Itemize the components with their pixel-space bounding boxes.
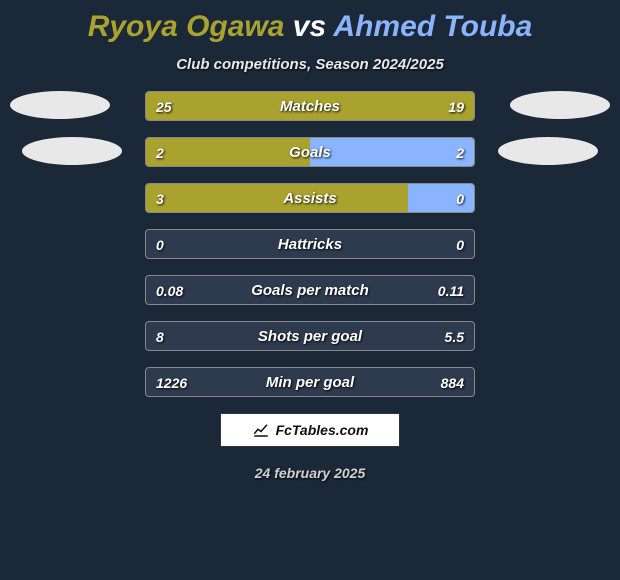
stat-row: 22Goals (145, 137, 475, 167)
stat-row: 85.5Shots per goal (145, 321, 475, 351)
comparison-title: Ryoya Ogawa vs Ahmed Touba (0, 0, 620, 44)
footer-date: 24 february 2025 (0, 465, 620, 481)
player2-badge-bottom (498, 137, 598, 165)
stat-label: Shots per goal (146, 322, 474, 350)
player1-badge-top (10, 91, 110, 119)
stat-row: 1226884Min per goal (145, 367, 475, 397)
stat-label: Assists (146, 184, 474, 212)
vs-label: vs (293, 10, 326, 43)
player2-badge-top (510, 91, 610, 119)
stat-label: Min per goal (146, 368, 474, 396)
stat-row: 0.080.11Goals per match (145, 275, 475, 305)
stat-label: Goals per match (146, 276, 474, 304)
stat-label: Goals (146, 138, 474, 166)
subtitle: Club competitions, Season 2024/2025 (0, 56, 620, 73)
stat-row: 2519Matches (145, 91, 475, 121)
player2-name: Ahmed Touba (333, 10, 532, 43)
comparison-content: 2519Matches 22Goals 30Assists 00Hattricks 0.… (0, 91, 620, 397)
source-brand: FcTables.com (276, 422, 369, 438)
stat-label: Hattricks (146, 230, 474, 258)
stat-row: 00Hattricks (145, 229, 475, 259)
player1-name: Ryoya Ogawa (88, 10, 285, 43)
stat-bars-container: 2519Matches 22Goals 30Assists 00Hattricks 0.… (145, 91, 475, 397)
stat-label: Matches (146, 92, 474, 120)
player1-badge-bottom (22, 137, 122, 165)
stat-row: 30Assists (145, 183, 475, 213)
source-badge: FcTables.com (220, 413, 400, 447)
chart-icon (252, 421, 270, 439)
